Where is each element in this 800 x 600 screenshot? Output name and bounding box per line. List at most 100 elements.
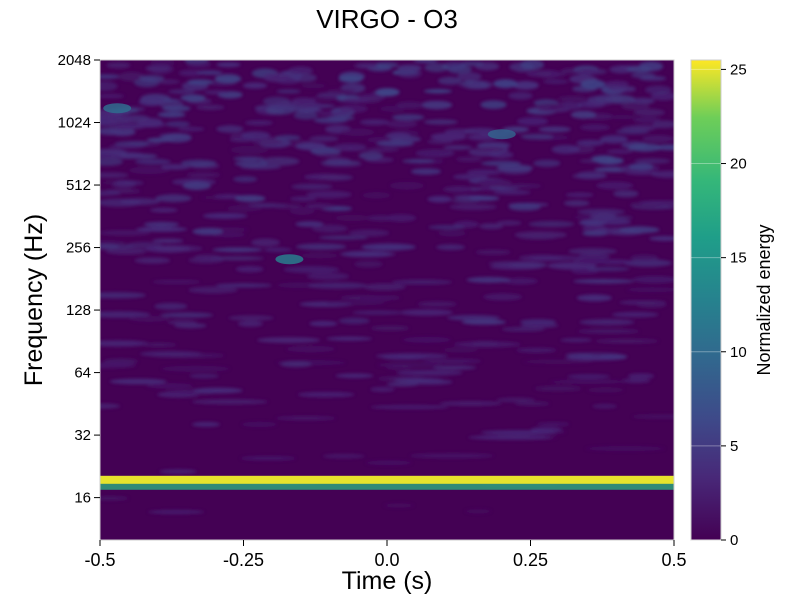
noise-blob bbox=[311, 224, 348, 233]
noise-blob bbox=[318, 235, 368, 240]
colorbar-ticks: 0 5 10 15 20 25 bbox=[691, 61, 747, 549]
y-tick-label: 128 bbox=[66, 302, 91, 319]
noise-blob bbox=[160, 312, 214, 318]
noise-blob bbox=[430, 132, 467, 141]
y-tick-label: 16 bbox=[74, 490, 91, 507]
noise-blob bbox=[483, 293, 523, 301]
noise-blob bbox=[424, 63, 449, 73]
noise-blob bbox=[567, 374, 610, 379]
noise-blob bbox=[627, 143, 662, 152]
noise-blob bbox=[516, 347, 557, 353]
colorbar-tick-label: 25 bbox=[730, 61, 747, 78]
y-tick-label: 512 bbox=[66, 177, 91, 194]
y-tick-label: 64 bbox=[74, 365, 91, 382]
noise-blob bbox=[449, 203, 497, 211]
noise-blob bbox=[468, 435, 552, 440]
y-axis-label: Frequency (Hz) bbox=[20, 214, 48, 386]
noise-blob bbox=[606, 149, 634, 154]
noise-blob bbox=[162, 133, 192, 143]
noise-blob bbox=[149, 207, 178, 213]
noise-blob bbox=[276, 89, 301, 94]
noise-blob bbox=[396, 369, 463, 376]
noise-blob bbox=[136, 226, 188, 232]
band-signal bbox=[100, 475, 674, 484]
x-tick-label: -0.25 bbox=[223, 550, 264, 570]
noise-blob bbox=[191, 399, 268, 405]
noise-blob bbox=[300, 83, 326, 89]
noise-blob bbox=[611, 311, 659, 318]
noise-blob bbox=[338, 317, 370, 325]
noise-blob bbox=[459, 61, 485, 67]
noise-blob bbox=[152, 238, 184, 243]
noise-blob bbox=[326, 336, 373, 341]
noise-blob bbox=[128, 166, 170, 175]
noise-blob bbox=[100, 311, 151, 318]
noise-blob bbox=[305, 203, 334, 209]
noise-blob bbox=[108, 144, 145, 149]
noise-blob bbox=[242, 82, 268, 89]
noise-blob bbox=[634, 158, 671, 164]
noise-blob bbox=[233, 176, 258, 183]
noise-blob bbox=[335, 373, 374, 379]
noise-blob bbox=[186, 172, 221, 178]
noise-blob bbox=[380, 105, 405, 112]
noise-blob bbox=[607, 115, 637, 120]
noise-blob bbox=[397, 68, 423, 79]
noise-blob bbox=[585, 446, 665, 452]
noise-blob bbox=[580, 124, 610, 131]
noise-blob bbox=[621, 102, 650, 111]
noise-blob bbox=[479, 223, 504, 230]
noise-blob bbox=[158, 100, 184, 109]
noise-blob bbox=[443, 145, 473, 150]
noise-blob bbox=[370, 404, 449, 410]
noise-blob bbox=[230, 145, 269, 155]
noise-blob bbox=[629, 97, 655, 105]
noise-blob bbox=[465, 509, 492, 514]
noise-blob bbox=[359, 295, 393, 302]
noise-blob bbox=[106, 62, 131, 69]
noise-blob bbox=[496, 220, 522, 226]
noise-blob bbox=[627, 373, 655, 379]
noise-blob bbox=[361, 243, 416, 251]
noise-blob bbox=[325, 300, 385, 306]
noise-blob bbox=[563, 200, 590, 207]
noise-blob bbox=[313, 117, 348, 124]
noise-blob bbox=[573, 279, 634, 284]
noise-blob bbox=[187, 79, 214, 85]
noise-blob bbox=[457, 72, 482, 82]
noise-blob bbox=[191, 422, 221, 427]
noise-blob bbox=[621, 378, 651, 384]
noise-blob bbox=[353, 62, 378, 69]
noise-blob bbox=[466, 169, 502, 176]
signal-blob bbox=[487, 129, 516, 140]
noise-blob bbox=[100, 190, 121, 196]
noise-blob bbox=[263, 247, 292, 252]
noise-blob bbox=[100, 229, 151, 236]
noise-blob bbox=[496, 397, 536, 403]
noise-blob bbox=[422, 358, 482, 364]
noise-blob bbox=[613, 190, 639, 198]
noise-blob bbox=[196, 104, 225, 111]
noise-blob bbox=[100, 118, 118, 127]
noise-blob bbox=[291, 183, 333, 190]
noise-blob bbox=[586, 266, 630, 272]
colorbar: 0 5 10 15 20 25 Normalized energy bbox=[690, 59, 774, 549]
noise-blob bbox=[599, 135, 628, 144]
noise-blob bbox=[466, 80, 493, 89]
noise-blob bbox=[216, 125, 244, 133]
noise-blob bbox=[376, 362, 443, 368]
noise-blob bbox=[386, 214, 417, 222]
noise-blob bbox=[188, 286, 238, 294]
noise-blob bbox=[392, 279, 453, 285]
noise-blob bbox=[610, 86, 637, 93]
noise-blob bbox=[547, 262, 597, 270]
noise-texture bbox=[100, 60, 674, 515]
noise-blob bbox=[424, 119, 458, 125]
noise-blob bbox=[551, 144, 580, 154]
noise-blob bbox=[160, 164, 190, 170]
noise-blob bbox=[376, 140, 415, 147]
noise-blob bbox=[359, 119, 390, 126]
noise-blob bbox=[578, 253, 610, 261]
noise-blob bbox=[235, 266, 264, 273]
